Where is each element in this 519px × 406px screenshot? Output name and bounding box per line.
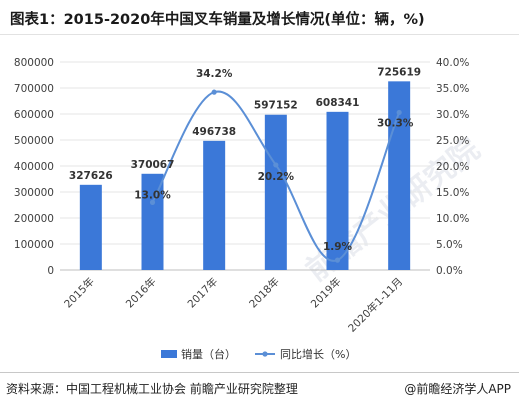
y-right-tick-label: 15.0% <box>436 187 469 199</box>
y-left-tick-label: 300000 <box>14 187 54 199</box>
bar-5 <box>388 81 411 271</box>
footer-divider <box>0 372 519 373</box>
bar-1 <box>141 173 164 270</box>
y-left-tick-label: 500000 <box>14 135 54 147</box>
y-right-tick-label: 0.0% <box>436 265 463 277</box>
growth-point <box>396 109 402 116</box>
growth-point <box>211 89 217 95</box>
bar-value-label: 327626 <box>69 170 113 182</box>
line-value-label: 1.9% <box>323 241 353 253</box>
line-value-label: 34.2% <box>196 68 233 80</box>
bar-value-label: 370067 <box>131 159 175 171</box>
bar-0 <box>79 184 102 270</box>
bar-3 <box>264 114 287 270</box>
title-divider <box>0 34 519 35</box>
chart-title: 图表1：2015-2020年中国叉车销量及增长情况(单位：辆，%) <box>10 12 425 28</box>
bar-value-label: 608341 <box>316 97 360 109</box>
bar-value-label: 597152 <box>254 100 298 112</box>
x-tick-label: 2016年 <box>123 275 159 311</box>
y-left-tick-label: 600000 <box>14 109 54 121</box>
x-tick-label: 2017年 <box>185 275 221 311</box>
x-tick-label: 2015年 <box>61 275 97 311</box>
y-right-tick-label: 30.0% <box>436 109 469 121</box>
line-value-label: 30.3% <box>377 117 414 129</box>
bar-4 <box>326 111 349 271</box>
y-right-tick-label: 10.0% <box>436 213 469 225</box>
y-right-tick-label: 20.0% <box>436 161 469 173</box>
line-value-label: 13.0% <box>134 189 171 201</box>
y-left-tick-label: 800000 <box>14 57 54 69</box>
credit-note: @前瞻经济学人APP <box>404 382 511 396</box>
y-left-tick-label: 200000 <box>14 213 54 225</box>
line-value-label: 20.2% <box>258 171 295 183</box>
legend-line-label: 同比增长（%） <box>280 347 356 361</box>
growth-point <box>149 199 156 205</box>
legend-bar-label: 销量（台） <box>181 347 236 361</box>
y-right-tick-label: 35.0% <box>436 83 469 95</box>
bar-value-label: 725619 <box>377 66 421 78</box>
y-right-tick-label: 40.0% <box>436 57 469 69</box>
y-right-tick-label: 5.0% <box>436 239 463 251</box>
legend-bar-swatch <box>161 350 177 358</box>
growth-point <box>273 162 279 168</box>
x-tick-label: 2020年1-11月 <box>345 275 405 335</box>
x-tick-label: 2018年 <box>246 275 282 311</box>
source-note: 资料来源：中国工程机械工业协会 前瞻产业研究院整理 <box>6 382 298 396</box>
legend-line-marker <box>262 351 268 357</box>
y-left-tick-label: 0 <box>47 265 54 277</box>
growth-point <box>334 257 341 263</box>
bar-2 <box>203 140 226 270</box>
y-right-tick-label: 25.0% <box>436 135 469 147</box>
y-left-tick-label: 100000 <box>14 239 54 251</box>
y-left-tick-label: 700000 <box>14 83 54 95</box>
y-left-tick-label: 400000 <box>14 161 54 173</box>
bar-value-label: 496738 <box>192 126 236 138</box>
chart-canvas: 前瞻产业研究院00.0%1000005.0%20000010.0%3000001… <box>14 57 487 361</box>
